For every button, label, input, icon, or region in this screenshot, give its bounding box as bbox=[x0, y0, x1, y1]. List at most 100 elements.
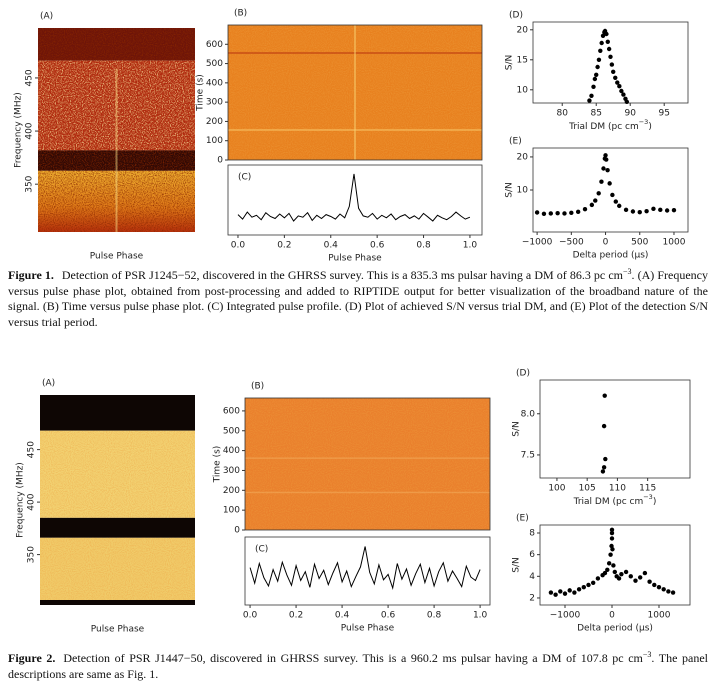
x-axis-label: Pulse Phase bbox=[90, 252, 144, 262]
y-tick-label: 7.5 bbox=[521, 450, 535, 460]
data-point bbox=[616, 576, 622, 581]
y-tick-label: 8.0 bbox=[521, 409, 536, 419]
data-point bbox=[621, 92, 626, 97]
y-tick-label: 2 bbox=[529, 593, 535, 603]
data-point bbox=[602, 570, 608, 576]
pulse-profile bbox=[249, 546, 481, 590]
pulse-profile bbox=[237, 173, 471, 222]
caption-text: . The panel descriptions are same as Fig… bbox=[8, 651, 708, 681]
y-tick-label: 300 bbox=[206, 98, 223, 108]
image-noise bbox=[38, 28, 195, 61]
data-point bbox=[598, 48, 603, 53]
data-point bbox=[658, 207, 663, 213]
image-noise bbox=[40, 537, 195, 600]
data-point bbox=[600, 469, 606, 474]
y-tick-label: 15 bbox=[517, 55, 528, 65]
data-point bbox=[603, 153, 608, 158]
data-point bbox=[599, 179, 604, 184]
data-point bbox=[548, 211, 553, 216]
panel-label: (A) bbox=[42, 379, 55, 389]
caption-text: . (A) Frequency versus pulse phase plot,… bbox=[8, 268, 708, 329]
y-tick-label: 400 bbox=[223, 446, 240, 456]
y-tick-label: 0 bbox=[217, 156, 223, 166]
data-point bbox=[671, 207, 677, 213]
data-point bbox=[594, 72, 599, 78]
data-point bbox=[609, 536, 615, 541]
data-point bbox=[670, 590, 676, 595]
data-point bbox=[624, 99, 630, 105]
y-tick-label: 400 bbox=[25, 122, 35, 139]
panel-label: (C) bbox=[255, 545, 268, 555]
x-tick-label: 1.0 bbox=[463, 241, 478, 251]
data-point bbox=[651, 206, 656, 212]
y-axis-label: S/N bbox=[512, 421, 522, 436]
axes-frame bbox=[539, 379, 691, 479]
image-noise bbox=[38, 170, 195, 232]
data-point bbox=[611, 563, 616, 568]
data-point bbox=[548, 590, 554, 595]
axes-frame bbox=[227, 24, 483, 161]
y-axis-label: Frequency (MHz) bbox=[16, 462, 26, 538]
x-tick-label: 0.6 bbox=[370, 241, 385, 251]
data-point bbox=[613, 199, 619, 204]
data-point bbox=[596, 57, 602, 62]
data-point bbox=[562, 591, 568, 596]
image-streak bbox=[245, 491, 490, 494]
caption: Figure 1. Detection of PSR J1245−52, disc… bbox=[8, 268, 708, 330]
data-point bbox=[569, 210, 574, 216]
image-band bbox=[40, 600, 195, 605]
data-point bbox=[605, 167, 610, 173]
x-axis-label-part: ) bbox=[648, 122, 652, 132]
x-axis-label-part: Trial DM (pc cm bbox=[568, 122, 639, 132]
data-point bbox=[572, 590, 577, 595]
y-axis-label: Frequency (MHz) bbox=[14, 92, 24, 168]
data-point bbox=[592, 76, 598, 82]
axes-frame bbox=[532, 147, 689, 233]
data-point bbox=[644, 208, 649, 214]
data-point bbox=[611, 69, 616, 75]
image-streak bbox=[245, 457, 490, 459]
axes-frame bbox=[539, 524, 691, 606]
x-tick-label: 90 bbox=[624, 109, 636, 119]
image-noise bbox=[38, 60, 195, 151]
axes-frame bbox=[532, 21, 689, 104]
data-point bbox=[553, 592, 558, 597]
data-point bbox=[600, 33, 606, 38]
data-point bbox=[606, 46, 612, 52]
data-point bbox=[637, 209, 642, 215]
data-point bbox=[609, 530, 615, 536]
data-point bbox=[541, 211, 547, 217]
data-point bbox=[610, 547, 615, 552]
image-streak bbox=[115, 68, 118, 232]
panel-label: (D) bbox=[516, 369, 530, 379]
data-point bbox=[593, 198, 598, 203]
x-tick-label: 0.2 bbox=[289, 611, 303, 621]
y-tick-label: 4 bbox=[529, 572, 535, 582]
data-point bbox=[610, 192, 615, 198]
image-band bbox=[40, 395, 195, 431]
x-tick-label: 1000 bbox=[663, 238, 686, 248]
x-tick-label: 110 bbox=[609, 484, 626, 494]
x-tick-label: 85 bbox=[590, 109, 601, 119]
data-point bbox=[596, 191, 601, 196]
data-point bbox=[582, 206, 588, 212]
data-point bbox=[595, 64, 600, 70]
data-point bbox=[534, 210, 540, 215]
panel-label: (A) bbox=[40, 12, 53, 22]
y-tick-label: 20 bbox=[517, 25, 529, 35]
x-tick-label: 500 bbox=[631, 238, 648, 248]
data-point bbox=[558, 589, 563, 594]
data-point bbox=[633, 578, 638, 583]
y-tick-label: 10 bbox=[517, 85, 529, 95]
y-tick-label: 200 bbox=[223, 486, 240, 496]
x-tick-label: 0.2 bbox=[277, 241, 291, 251]
image-streak bbox=[354, 25, 356, 160]
x-tick-label: 100 bbox=[548, 484, 565, 494]
data-point bbox=[589, 202, 595, 208]
x-tick-label: 0.4 bbox=[335, 611, 350, 621]
x-axis-label: Pulse Phase bbox=[328, 254, 382, 264]
panel-label: (E) bbox=[516, 514, 529, 524]
y-tick-label: 100 bbox=[206, 136, 223, 146]
